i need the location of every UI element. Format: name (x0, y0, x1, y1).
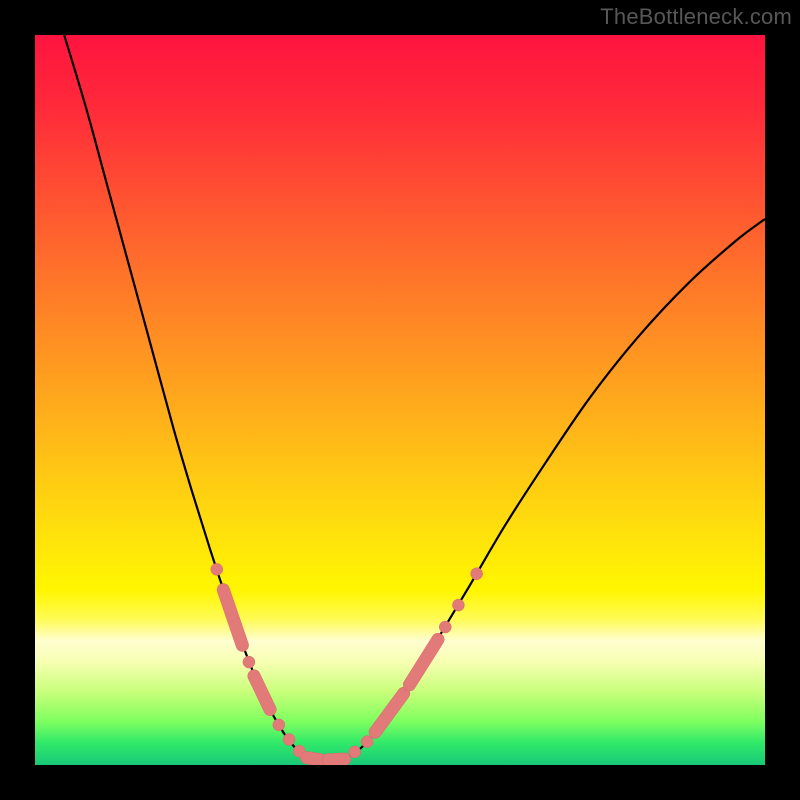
watermark-text: TheBottleneck.com (600, 4, 792, 30)
plot-area (35, 35, 765, 765)
background-gradient (35, 35, 765, 765)
